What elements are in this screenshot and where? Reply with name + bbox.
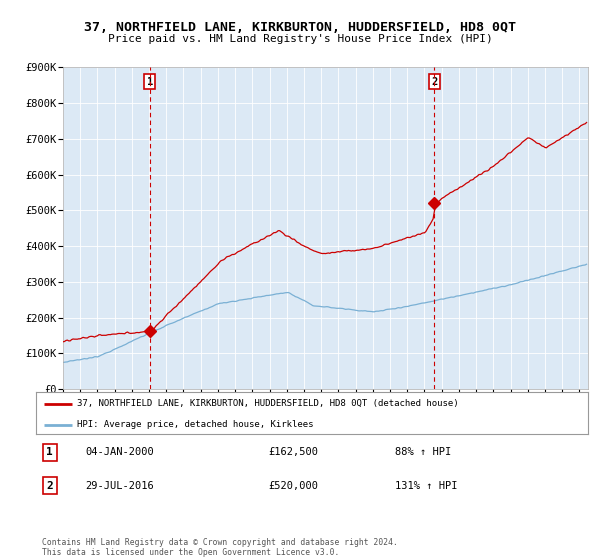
- Text: 2: 2: [46, 481, 53, 491]
- Text: 37, NORTHFIELD LANE, KIRKBURTON, HUDDERSFIELD, HD8 0QT: 37, NORTHFIELD LANE, KIRKBURTON, HUDDERS…: [84, 21, 516, 34]
- Text: Price paid vs. HM Land Registry's House Price Index (HPI): Price paid vs. HM Land Registry's House …: [107, 34, 493, 44]
- Text: 2: 2: [431, 77, 437, 86]
- Text: 37, NORTHFIELD LANE, KIRKBURTON, HUDDERSFIELD, HD8 0QT (detached house): 37, NORTHFIELD LANE, KIRKBURTON, HUDDERS…: [77, 399, 459, 408]
- Text: 04-JAN-2000: 04-JAN-2000: [86, 447, 154, 457]
- Text: 29-JUL-2016: 29-JUL-2016: [86, 481, 154, 491]
- Text: 1: 1: [146, 77, 153, 86]
- Text: 1: 1: [46, 447, 53, 457]
- Text: £162,500: £162,500: [268, 447, 318, 457]
- Text: HPI: Average price, detached house, Kirklees: HPI: Average price, detached house, Kirk…: [77, 420, 314, 430]
- Text: Contains HM Land Registry data © Crown copyright and database right 2024.
This d: Contains HM Land Registry data © Crown c…: [42, 538, 398, 557]
- Text: 131% ↑ HPI: 131% ↑ HPI: [395, 481, 457, 491]
- Text: 88% ↑ HPI: 88% ↑ HPI: [395, 447, 451, 457]
- Text: £520,000: £520,000: [268, 481, 318, 491]
